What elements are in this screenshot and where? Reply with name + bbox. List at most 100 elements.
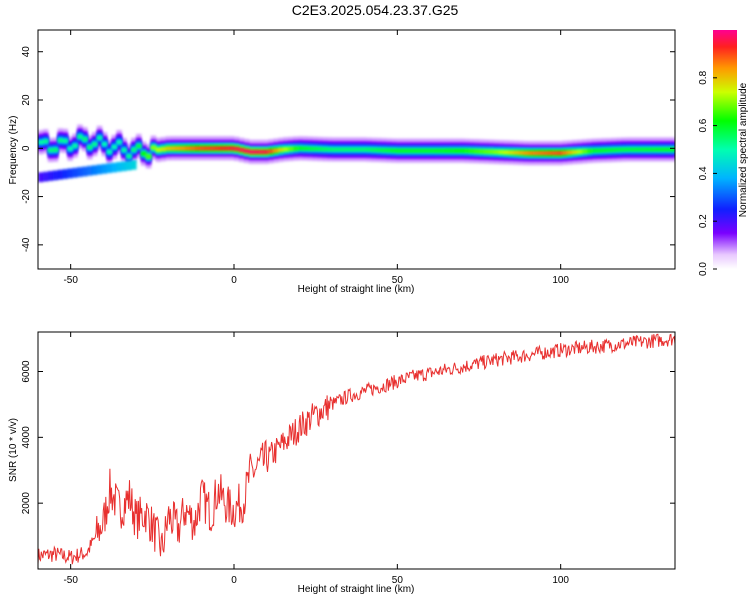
- ridge-cell: [390, 148, 397, 153]
- ridge-branch-cell: [72, 167, 78, 178]
- snr-x-label: Height of straight line (km): [298, 584, 415, 595]
- ridge-cell: [307, 146, 313, 151]
- ridge-cell: [332, 147, 338, 152]
- ridge-cell: [523, 151, 529, 155]
- spectrogram-y-ticks: -40 -20 0 20 40: [21, 46, 675, 252]
- ridge-cell: [464, 148, 470, 153]
- ridge-branch-cell: [38, 172, 44, 183]
- ridge-cell: [258, 150, 264, 154]
- colorbar-tick-label: 0.0: [698, 262, 709, 276]
- ridge-cell: [537, 151, 544, 156]
- ridge-cell: [577, 149, 583, 154]
- ridge-cell: [552, 151, 558, 156]
- colorbar: 0.0 0.2 0.4 0.6 0.8 Normalized spectral ampl…: [698, 30, 749, 276]
- ridge-cell: [224, 146, 230, 151]
- ridge-cell: [621, 147, 627, 152]
- ridge-cell: [121, 148, 127, 152]
- ridge-cell: [439, 148, 446, 153]
- ridge-branch-cell: [42, 171, 49, 182]
- spectrogram-ridge: [38, 124, 675, 183]
- ridge-cell: [38, 140, 44, 145]
- ridge-cell: [410, 148, 416, 153]
- x-tick-label: 100: [552, 275, 569, 286]
- ridge-cell: [341, 147, 348, 152]
- ridge-cell: [454, 148, 460, 153]
- colorbar-tick-label: 0.6: [698, 118, 709, 132]
- ridge-cell: [518, 150, 524, 155]
- ridge-cell: [111, 145, 117, 149]
- ridge-cell: [581, 149, 588, 154]
- ridge-cell: [670, 147, 675, 152]
- ridge-cell: [532, 151, 539, 156]
- ridge-cell: [336, 147, 343, 152]
- ridge-cell: [591, 148, 598, 153]
- ridge-cell: [611, 148, 617, 152]
- ridge-cell: [469, 149, 475, 153]
- ridge-cell: [136, 144, 142, 148]
- ridge-band-4: [38, 134, 675, 159]
- ridge-cell: [528, 151, 534, 156]
- ridge-cell: [449, 148, 456, 153]
- ridge-cell: [297, 146, 304, 151]
- y-tick-label: 2000: [21, 492, 32, 515]
- ridge-cell: [278, 147, 284, 152]
- ridge-cell: [356, 147, 362, 152]
- ridge-cell: [312, 146, 318, 151]
- ridge-cell: [616, 147, 622, 152]
- ridge-cell: [292, 146, 299, 151]
- colorbar-tick-label: 0.8: [698, 70, 709, 84]
- ridge-cell: [145, 154, 152, 159]
- ridge-cell: [542, 151, 549, 156]
- ridge-cell: [513, 150, 519, 155]
- x-tick-label: -50: [63, 275, 78, 286]
- ridge-cell: [567, 150, 573, 155]
- ridge-cell: [194, 146, 201, 151]
- colorbar-gradient: [713, 30, 737, 269]
- ridge-branch-cell: [96, 164, 103, 175]
- ridge-cell: [547, 151, 554, 156]
- ridge-cell: [263, 150, 269, 154]
- ridge-cell: [562, 150, 568, 155]
- ridge-cell: [630, 147, 637, 152]
- ridge-branch-cell: [82, 166, 88, 177]
- ridge-cell: [381, 148, 387, 153]
- ridge-cell: [395, 148, 402, 153]
- ridge-cell: [430, 148, 436, 153]
- x-tick-label: 50: [392, 275, 404, 286]
- ridge-cell: [283, 147, 289, 152]
- ridge-cell: [131, 147, 137, 152]
- colorbar-ticks: 0.0 0.2 0.4 0.6 0.8: [698, 70, 717, 276]
- ridge-cell: [268, 149, 274, 154]
- ridge-cell: [273, 148, 279, 153]
- ridge-cell: [483, 149, 490, 154]
- ridge-cell: [385, 148, 392, 153]
- ridge-cell: [219, 146, 225, 151]
- ridge-cell: [175, 146, 181, 151]
- ridge-cell: [351, 147, 358, 152]
- ridge-cell: [62, 138, 68, 143]
- ridge-branch-cell: [77, 167, 83, 177]
- colorbar-label: Normalized spectral amplitude: [738, 82, 749, 217]
- ridge-cell: [126, 154, 132, 159]
- ridge-cell: [655, 147, 661, 152]
- y-tick-label: 20: [21, 94, 32, 106]
- ridge-branch-cell: [116, 162, 122, 172]
- ridge-branch-cell: [111, 162, 117, 173]
- snr-panel: -50 0 50 100 2000 4000 6000 Height of straigh…: [8, 331, 676, 595]
- ridge-branch-cell: [131, 160, 137, 170]
- ridge-cell: [488, 149, 495, 154]
- spectrogram-x-label: Height of straight line (km): [298, 284, 415, 295]
- ridge-cell: [42, 139, 49, 144]
- ridge-cell: [415, 148, 421, 153]
- colorbar-tick-label: 0.2: [698, 214, 709, 228]
- ridge-cell: [160, 147, 166, 152]
- ridge-cell: [645, 147, 652, 152]
- ridge-cell: [165, 146, 171, 151]
- ridge-cell: [229, 146, 235, 151]
- snr-x-ticks: -50 0 50 100: [63, 332, 569, 586]
- ridge-cell: [459, 148, 465, 153]
- ridge-cell: [209, 146, 215, 151]
- y-tick-label: 4000: [21, 426, 32, 449]
- colorbar-tick-label: 0.4: [698, 166, 709, 180]
